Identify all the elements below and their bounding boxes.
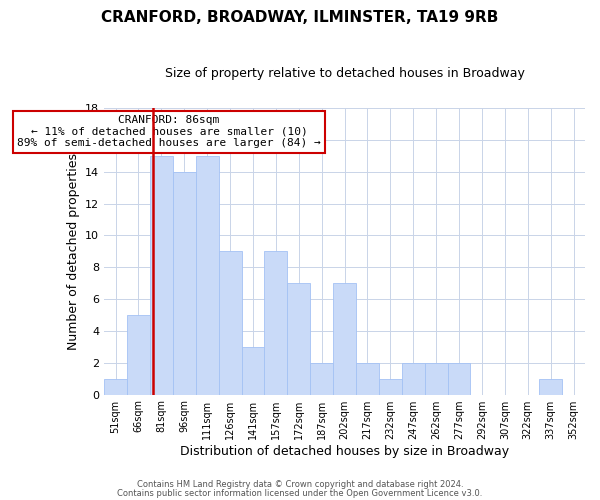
- Text: CRANFORD, BROADWAY, ILMINSTER, TA19 9RB: CRANFORD, BROADWAY, ILMINSTER, TA19 9RB: [101, 10, 499, 25]
- Bar: [173, 172, 196, 394]
- Title: Size of property relative to detached houses in Broadway: Size of property relative to detached ho…: [164, 68, 524, 80]
- Text: Contains public sector information licensed under the Open Government Licence v3: Contains public sector information licen…: [118, 488, 482, 498]
- Bar: [356, 362, 379, 394]
- Bar: [265, 252, 287, 394]
- Bar: [196, 156, 218, 394]
- X-axis label: Distribution of detached houses by size in Broadway: Distribution of detached houses by size …: [180, 444, 509, 458]
- Text: Contains HM Land Registry data © Crown copyright and database right 2024.: Contains HM Land Registry data © Crown c…: [137, 480, 463, 489]
- Bar: [287, 283, 310, 395]
- Y-axis label: Number of detached properties: Number of detached properties: [67, 153, 80, 350]
- Bar: [379, 378, 402, 394]
- Bar: [310, 362, 333, 394]
- Bar: [218, 252, 241, 394]
- Bar: [402, 362, 425, 394]
- Bar: [104, 378, 127, 394]
- Bar: [150, 156, 173, 394]
- Bar: [241, 347, 265, 395]
- Bar: [539, 378, 562, 394]
- Text: CRANFORD: 86sqm
← 11% of detached houses are smaller (10)
89% of semi-detached h: CRANFORD: 86sqm ← 11% of detached houses…: [17, 115, 321, 148]
- Bar: [333, 283, 356, 395]
- Bar: [425, 362, 448, 394]
- Bar: [448, 362, 470, 394]
- Bar: [127, 315, 150, 394]
